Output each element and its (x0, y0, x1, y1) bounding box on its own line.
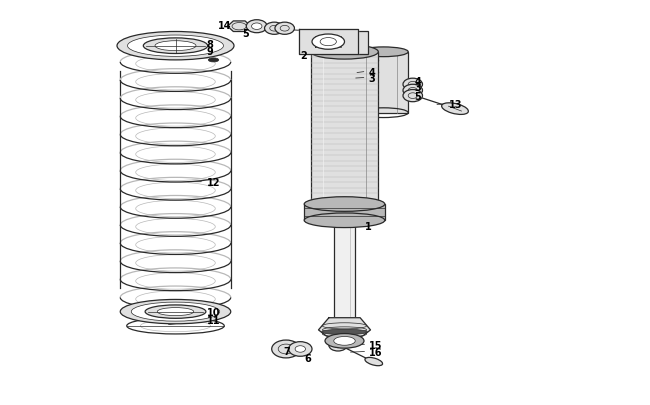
Ellipse shape (334, 337, 355, 345)
Ellipse shape (246, 21, 267, 34)
Text: 16: 16 (369, 347, 383, 357)
Ellipse shape (312, 35, 344, 50)
Polygon shape (315, 37, 341, 48)
Text: 10: 10 (207, 308, 220, 318)
Text: 8: 8 (207, 40, 214, 49)
Ellipse shape (143, 39, 208, 54)
Ellipse shape (289, 342, 312, 356)
Polygon shape (318, 318, 370, 340)
Bar (334, 221, 355, 324)
Ellipse shape (365, 358, 383, 366)
Ellipse shape (304, 213, 385, 228)
Ellipse shape (131, 303, 220, 321)
Text: 2: 2 (300, 51, 307, 61)
Text: 11: 11 (207, 315, 220, 325)
Ellipse shape (117, 32, 234, 61)
Ellipse shape (208, 59, 218, 63)
Bar (311, 53, 378, 205)
Ellipse shape (403, 79, 422, 91)
Ellipse shape (322, 329, 367, 335)
Bar (304, 205, 385, 221)
Ellipse shape (275, 23, 294, 35)
Ellipse shape (272, 340, 300, 358)
Bar (321, 32, 368, 55)
Ellipse shape (157, 308, 194, 316)
Ellipse shape (329, 340, 347, 351)
Ellipse shape (252, 24, 262, 30)
Ellipse shape (120, 300, 231, 324)
Ellipse shape (265, 23, 284, 35)
Ellipse shape (403, 90, 422, 102)
Ellipse shape (127, 36, 224, 57)
Text: 4: 4 (415, 77, 421, 87)
Polygon shape (227, 22, 251, 32)
Text: 9: 9 (207, 47, 213, 56)
Ellipse shape (145, 305, 206, 318)
Ellipse shape (155, 42, 196, 51)
Ellipse shape (304, 197, 385, 212)
Text: 3: 3 (369, 74, 375, 83)
Text: 13: 13 (448, 100, 462, 109)
Text: 3: 3 (415, 83, 421, 93)
Bar (359, 53, 408, 113)
Ellipse shape (403, 85, 422, 97)
Text: 14: 14 (218, 21, 231, 31)
Text: 12: 12 (207, 177, 220, 187)
Polygon shape (299, 30, 358, 55)
Ellipse shape (359, 48, 408, 58)
Text: 5: 5 (415, 92, 421, 101)
Ellipse shape (295, 346, 306, 352)
Ellipse shape (325, 334, 364, 348)
Ellipse shape (441, 104, 469, 115)
Ellipse shape (311, 45, 378, 60)
Text: 6: 6 (304, 354, 311, 363)
Text: 7: 7 (283, 347, 290, 356)
Text: 5: 5 (242, 29, 249, 38)
Text: 15: 15 (369, 340, 383, 350)
Text: 4: 4 (369, 68, 375, 78)
Text: 1: 1 (365, 222, 372, 232)
